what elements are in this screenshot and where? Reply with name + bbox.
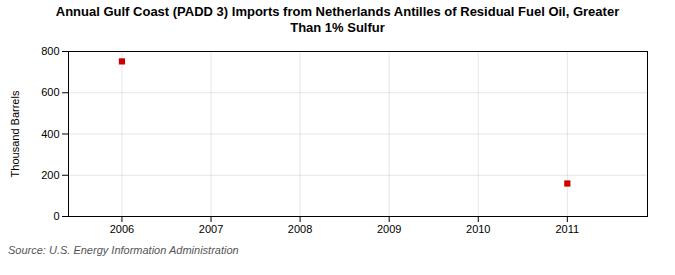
svg-text:400: 400 (41, 127, 59, 139)
html-text:Annual Gulf Coast (PADD 3) Imp: Annual Gulf Coast (PADD 3) Imports from … (55, 4, 620, 36)
svg-text:800: 800 (41, 45, 59, 57)
svg-text:2008: 2008 (288, 223, 312, 235)
svg-text:600: 600 (41, 86, 59, 98)
html-text:Source: U.S. Energy Informatio: Source: U.S. Energy Information Administ… (8, 243, 239, 256)
svg-text:2009: 2009 (377, 223, 401, 235)
svg-text:200: 200 (41, 168, 59, 180)
svg-text:2010: 2010 (466, 223, 490, 235)
svg-text:2006: 2006 (110, 223, 134, 235)
svg-text:0: 0 (53, 210, 59, 222)
svg-text:2007: 2007 (199, 223, 223, 235)
svg-text:Thousand Barrels: Thousand Barrels (9, 90, 21, 177)
svg-text:2011: 2011 (556, 223, 580, 235)
